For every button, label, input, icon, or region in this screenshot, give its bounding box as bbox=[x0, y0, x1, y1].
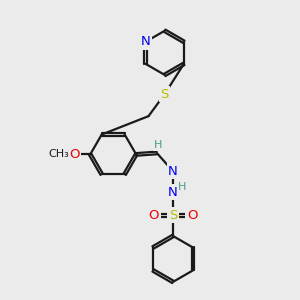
Text: N: N bbox=[168, 186, 178, 199]
Text: O: O bbox=[148, 209, 159, 222]
Text: O: O bbox=[69, 148, 79, 161]
Text: O: O bbox=[187, 209, 197, 222]
Text: N: N bbox=[168, 165, 178, 178]
Text: H: H bbox=[154, 140, 162, 150]
Text: H: H bbox=[178, 182, 187, 192]
Text: N: N bbox=[141, 35, 151, 48]
Text: CH₃: CH₃ bbox=[48, 149, 69, 159]
Text: S: S bbox=[160, 88, 169, 100]
Text: S: S bbox=[169, 209, 177, 222]
